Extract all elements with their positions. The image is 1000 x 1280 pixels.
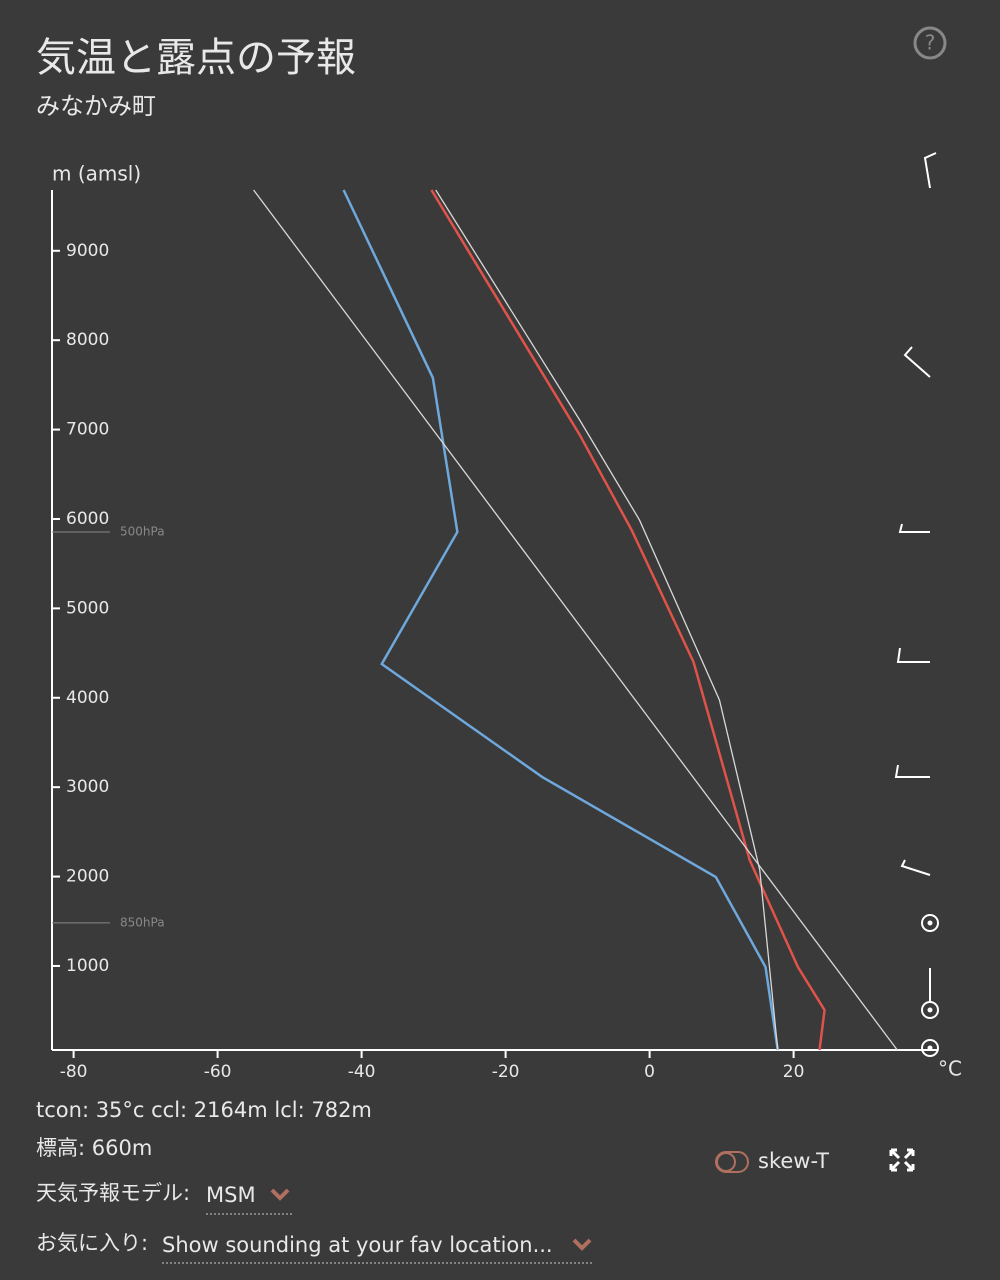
toggle-knob[interactable] (716, 1152, 736, 1172)
y-tick-label: 6000 (66, 509, 109, 529)
wind-calm (921, 1039, 939, 1057)
wind-calm (927, 1007, 933, 1013)
y-tick-label: 3000 (66, 777, 109, 797)
y-tick-label: 1000 (66, 956, 109, 976)
pressure-label: 500hPa (120, 524, 165, 538)
x-tick-label: -40 (348, 1062, 376, 1082)
help-button[interactable] (913, 26, 947, 60)
skew-t-toggle[interactable]: skew-T (715, 1149, 829, 1173)
fav-select[interactable]: Show sounding at your fav location... (162, 1233, 553, 1257)
wind-barb (894, 764, 930, 778)
fullscreen-button[interactable] (889, 1148, 915, 1172)
y-tick-label: 5000 (66, 598, 109, 618)
dropdown-arrow[interactable] (572, 1238, 592, 1251)
fav-label: お気に入り: (36, 1231, 148, 1255)
series-line (430, 189, 826, 1051)
x-axis-label: °C (938, 1057, 962, 1081)
wind-barb (896, 647, 930, 663)
y-tick-label: 8000 (66, 330, 109, 350)
wind-barb (898, 523, 930, 533)
series-line (253, 189, 898, 1051)
indices: tcon: 35°c ccl: 2164m lcl: 782m (36, 1098, 372, 1122)
x-tick-label: -60 (204, 1062, 232, 1082)
subtitle: みなかみ町 (36, 92, 156, 120)
x-tick-label: -80 (60, 1062, 88, 1082)
model-label: 天気予報モデル: (36, 1181, 190, 1205)
y-axis-label: m (amsl) (52, 162, 141, 186)
x-tick-label: -20 (492, 1062, 520, 1082)
y-tick-label: 9000 (66, 241, 109, 261)
series-line (342, 189, 779, 1051)
y-tick-label: 7000 (66, 420, 109, 440)
pressure-label: 850hPa (120, 915, 165, 929)
title: 気温と露点の予報 (36, 35, 356, 81)
wind-calm (921, 914, 939, 932)
wind-barbs (894, 152, 939, 1057)
dropdown-arrow[interactable] (270, 1188, 290, 1201)
model-select[interactable]: MSM (206, 1183, 256, 1207)
toggle-label[interactable]: skew-T (758, 1149, 829, 1173)
y-tick-label: 2000 (66, 867, 109, 887)
x-tick-label: 20 (783, 1062, 805, 1082)
wind-calm (927, 920, 933, 926)
y-tick-label: 4000 (66, 688, 109, 708)
wind-barb (900, 859, 931, 876)
help-icon[interactable]: ? (925, 31, 936, 55)
wind-barb (903, 346, 931, 378)
wind-calm (921, 1001, 939, 1019)
series-line (435, 189, 779, 1051)
elevation: 標高: 660m (36, 1136, 152, 1160)
wind-barb (923, 152, 937, 189)
x-tick-label: 0 (644, 1062, 655, 1082)
